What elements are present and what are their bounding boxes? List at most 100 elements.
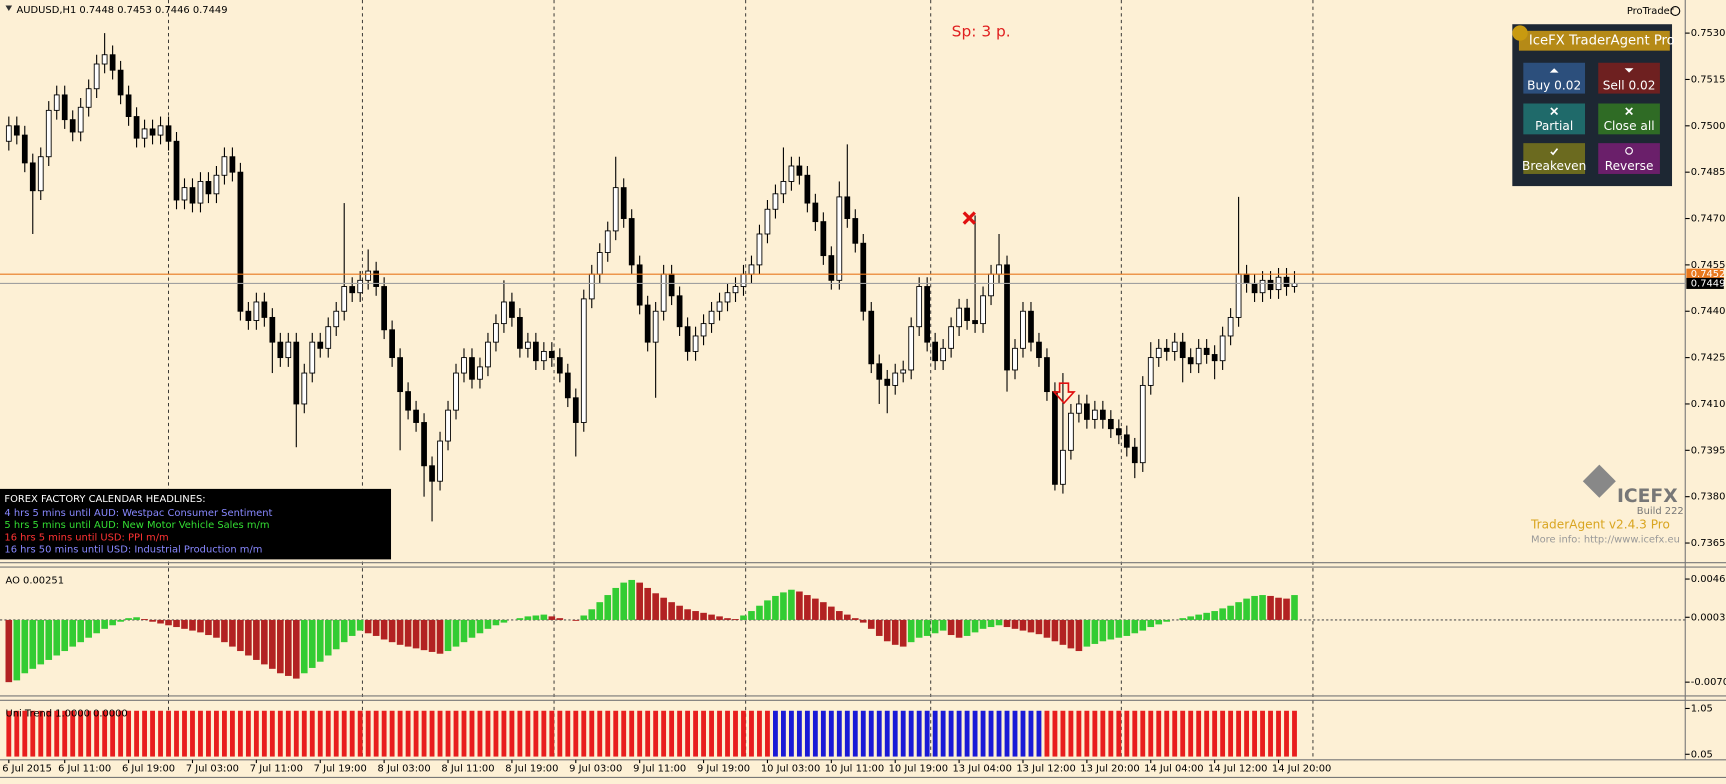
bar bbox=[1139, 619, 1147, 631]
breakeven-button[interactable]: Breakeven bbox=[1522, 143, 1586, 174]
candle-body bbox=[45, 109, 52, 158]
candle-body bbox=[1171, 341, 1178, 352]
collapse-icon[interactable] bbox=[5, 5, 13, 12]
bar bbox=[875, 619, 883, 636]
candle-body bbox=[1251, 282, 1258, 294]
y-tick-label: 0.0003 bbox=[1691, 612, 1726, 623]
candle-body bbox=[149, 128, 156, 136]
bar bbox=[693, 710, 699, 757]
candle-body bbox=[1259, 279, 1266, 294]
candle-body bbox=[301, 372, 308, 405]
bar bbox=[70, 710, 76, 757]
x-tick-label: 7 Jul 11:00 bbox=[250, 764, 303, 775]
bar bbox=[308, 619, 316, 668]
candle-body bbox=[780, 181, 787, 195]
bar bbox=[516, 618, 524, 620]
bar bbox=[700, 612, 707, 620]
bar bbox=[372, 619, 380, 636]
bar bbox=[1091, 619, 1099, 644]
candle-body bbox=[620, 187, 627, 219]
candle-body bbox=[868, 310, 875, 365]
bar bbox=[525, 710, 531, 757]
candle-body bbox=[181, 187, 188, 201]
partial-button[interactable]: Partial bbox=[1523, 103, 1586, 135]
bar bbox=[509, 710, 515, 757]
x-tick-label: 6 Jul 19:00 bbox=[122, 764, 175, 775]
bar bbox=[22, 710, 28, 757]
sell-button[interactable]: Sell 0.02 bbox=[1598, 62, 1660, 94]
bar bbox=[637, 710, 643, 757]
x-tick-label: 8 Jul 03:00 bbox=[378, 764, 431, 775]
panel-title: IceFX TraderAgent Pro bbox=[1529, 34, 1675, 49]
y-tick-label: 0.7395 bbox=[1691, 445, 1726, 456]
candle-body bbox=[1028, 310, 1034, 343]
bar bbox=[1012, 710, 1018, 757]
bar bbox=[1260, 710, 1265, 757]
candle-body bbox=[437, 440, 443, 482]
bar bbox=[773, 710, 778, 757]
bar bbox=[772, 595, 779, 620]
bar bbox=[812, 710, 818, 757]
candle-body bbox=[341, 286, 348, 312]
bar bbox=[389, 710, 395, 757]
bar bbox=[1092, 710, 1098, 757]
candle-body bbox=[1147, 357, 1154, 386]
bar bbox=[1027, 619, 1035, 633]
bar bbox=[1107, 619, 1115, 640]
y-tick-label: 0.7440 bbox=[1691, 306, 1726, 317]
x-tick-label: 14 Jul 12:00 bbox=[1208, 764, 1267, 775]
candle-body bbox=[1195, 347, 1202, 365]
bar bbox=[1276, 710, 1281, 757]
bar bbox=[118, 710, 124, 757]
reverse-button[interactable]: Reverse bbox=[1598, 143, 1660, 174]
bar bbox=[1188, 710, 1194, 757]
bar bbox=[109, 619, 116, 626]
x-tick-label: 9 Jul 11:00 bbox=[633, 764, 686, 775]
bar bbox=[469, 710, 475, 757]
button-bg bbox=[1523, 143, 1586, 174]
bar bbox=[333, 710, 339, 757]
bar bbox=[1035, 619, 1043, 635]
bar bbox=[206, 710, 211, 757]
bar bbox=[788, 589, 795, 620]
bar bbox=[748, 611, 755, 620]
bar bbox=[756, 605, 763, 620]
bar bbox=[1164, 710, 1170, 757]
candle-body bbox=[644, 304, 651, 343]
y-tick-label: 0.7380 bbox=[1691, 492, 1726, 503]
buy-button[interactable]: Buy 0.02 bbox=[1523, 62, 1586, 94]
candle-body bbox=[700, 323, 707, 337]
bar bbox=[891, 619, 899, 645]
close-all-button[interactable]: Close all bbox=[1598, 103, 1660, 135]
bar bbox=[493, 710, 499, 757]
bar bbox=[198, 710, 203, 757]
bar bbox=[237, 619, 244, 652]
icefx-logo: ICEFX Build 222 TraderAgent v2.4.3 Pro M… bbox=[1530, 464, 1684, 546]
bar bbox=[94, 710, 100, 757]
candle-body bbox=[277, 341, 284, 359]
brand: ProTrader bbox=[1627, 6, 1675, 17]
bar bbox=[445, 710, 451, 757]
bar bbox=[1211, 611, 1218, 620]
candle-body bbox=[1227, 316, 1234, 337]
bar bbox=[1187, 616, 1194, 620]
logo-info: More info: http://www.icefx.eu bbox=[1531, 535, 1680, 546]
x-tick-label: 13 Jul 12:00 bbox=[1016, 764, 1075, 775]
bar bbox=[349, 710, 355, 757]
candle-body bbox=[237, 171, 244, 312]
candle-body bbox=[125, 94, 132, 117]
bar bbox=[612, 587, 620, 620]
candle-body bbox=[860, 242, 867, 312]
candle-body bbox=[884, 378, 891, 386]
sell-arrow bbox=[1052, 382, 1076, 405]
bar bbox=[213, 619, 220, 638]
candle-body bbox=[37, 156, 44, 192]
candle-body bbox=[261, 301, 268, 318]
candle-body bbox=[221, 156, 228, 176]
bar bbox=[540, 614, 548, 620]
candle-body bbox=[1068, 412, 1074, 451]
bar bbox=[573, 710, 579, 757]
candle-body bbox=[29, 162, 36, 192]
button-label: Buy 0.02 bbox=[1527, 78, 1581, 92]
